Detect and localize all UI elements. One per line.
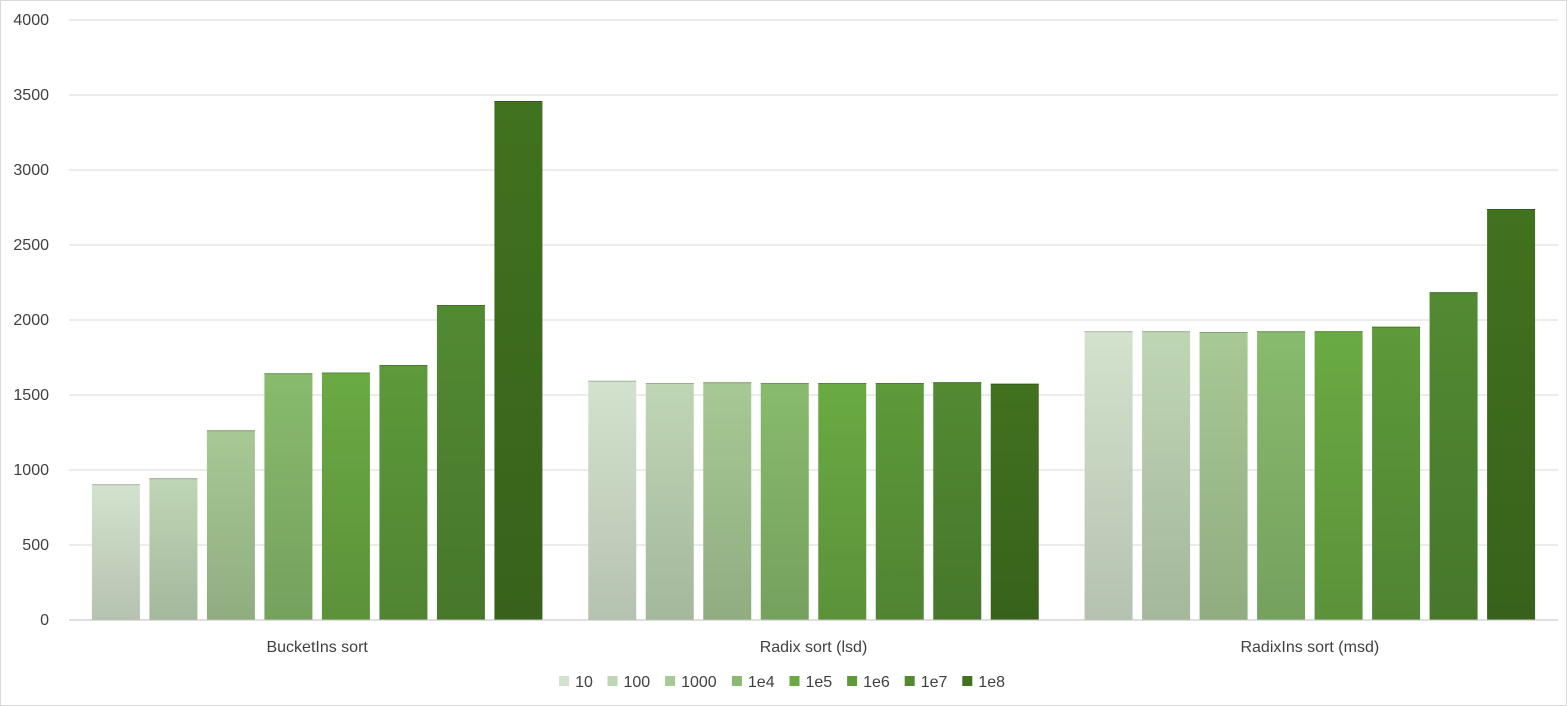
- bar-1e5-2: [1314, 331, 1363, 620]
- bar-10-1: [588, 380, 637, 620]
- bar-1e5-1: [818, 383, 867, 620]
- y-tick-label: 500: [22, 537, 49, 554]
- y-axis: 0 500 1000 1500 2000 2500 3000 3500 4000: [13, 12, 49, 629]
- gridlines: [69, 19, 1558, 546]
- legend-label: 1e8: [978, 674, 1005, 691]
- legend-label: 10: [575, 674, 593, 691]
- legend-label: 1e4: [748, 674, 775, 691]
- bar-1e7-0: [436, 305, 485, 620]
- legend-swatch: [962, 676, 973, 686]
- bar-1e8-1: [990, 383, 1039, 620]
- legend-swatch: [607, 676, 618, 686]
- bar-100-0: [149, 478, 198, 620]
- legend-label: 1e5: [806, 674, 833, 691]
- bar-1000-0: [206, 430, 255, 620]
- legend-label: 1e6: [863, 674, 890, 691]
- x-category-label: RadixIns sort (msd): [1240, 639, 1379, 656]
- bar-100-2: [1142, 331, 1191, 620]
- bar-1e6-0: [379, 365, 428, 620]
- y-tick-label: 3000: [13, 162, 49, 179]
- bar-1e5-0: [321, 372, 370, 620]
- bar-1e4-2: [1257, 331, 1306, 620]
- y-tick-label: 3500: [13, 87, 49, 104]
- y-tick-label: 0: [40, 612, 49, 629]
- bar-1000-2: [1199, 332, 1248, 620]
- bar-100-1: [645, 383, 694, 620]
- bar-1e6-1: [875, 383, 924, 620]
- bar-1e8-2: [1487, 209, 1536, 620]
- bar-1e4-0: [264, 373, 313, 620]
- legend-swatch: [731, 676, 742, 686]
- legend-swatch: [904, 676, 915, 686]
- bar-10-2: [1084, 331, 1133, 620]
- bar-1e7-2: [1429, 292, 1478, 620]
- legend-swatch: [789, 676, 800, 686]
- bar-1000-1: [703, 382, 752, 620]
- bar-1e4-1: [760, 383, 809, 620]
- x-category-label: Radix sort (lsd): [760, 639, 868, 656]
- y-tick-label: 2000: [13, 312, 49, 329]
- legend: 10 100 1000 1e4 1e5 1e6 1e7 1e8: [559, 674, 1005, 691]
- legend-swatch: [665, 676, 676, 686]
- bars: [91, 101, 1536, 620]
- legend-label: 1000: [681, 674, 717, 691]
- legend-label: 1e7: [921, 674, 948, 691]
- x-category-label: BucketIns sort: [266, 639, 368, 656]
- bar-1e7-1: [933, 382, 982, 620]
- y-tick-label: 1500: [13, 387, 49, 404]
- bar-10-0: [91, 484, 140, 620]
- x-axis: BucketIns sort Radix sort (lsd) RadixIns s…: [69, 619, 1558, 656]
- bar-1e8-0: [494, 101, 543, 620]
- legend-swatch: [847, 676, 858, 686]
- legend-swatch: [559, 676, 570, 686]
- y-tick-label: 2500: [13, 237, 49, 254]
- y-tick-label: 1000: [13, 462, 49, 479]
- bar-1e6-2: [1372, 326, 1421, 620]
- legend-label: 100: [624, 674, 651, 691]
- y-tick-label: 4000: [13, 12, 49, 29]
